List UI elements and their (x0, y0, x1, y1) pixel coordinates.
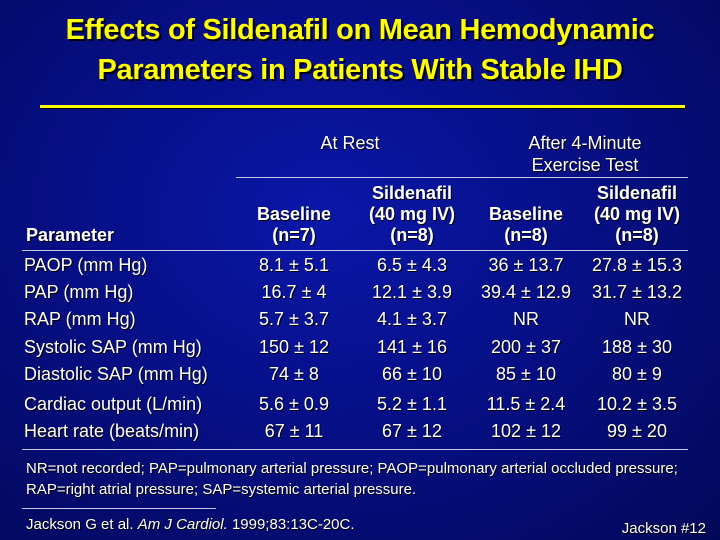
slide-title: Effects of Sildenafil on Mean Hemodynami… (0, 10, 720, 90)
row-value-rest-sildenafil: 4.1 ± 3.7 (377, 309, 447, 329)
group-header-line: Exercise Test (531, 155, 639, 175)
row-value-exercise-sildenafil: 10.2 ± 3.5 (597, 394, 677, 414)
citation-journal: Am J Cardiol. (137, 516, 228, 533)
citation-rule (22, 508, 216, 509)
column-header-line: (40 mg IV) (368, 204, 456, 224)
row-parameter: Heart rate (beats/min) (24, 421, 200, 441)
title-underline (40, 105, 685, 108)
group-header-line: After 4-Minute (528, 133, 642, 153)
row-value-rest-sildenafil: 66 ± 10 (382, 364, 442, 384)
abbreviations-footnote: NR=not recorded; PAP=pulmonary arterial … (26, 460, 678, 498)
row-value-rest-baseline: 8.1 ± 5.1 (259, 255, 329, 275)
row-parameter: PAOP (mm Hg) (24, 255, 148, 275)
column-header-exercise-sildenafil: Sildenafil (40 mg IV) (n=8) (577, 183, 697, 246)
column-header-line: (n=8) (615, 225, 659, 245)
column-header-line: (n=7) (272, 225, 316, 245)
group-header-line: At Rest (320, 133, 380, 153)
slide-id: Jackson #12 (621, 520, 706, 537)
row-value-rest-baseline: 5.6 ± 0.9 (259, 394, 329, 414)
row-parameter: PAP (mm Hg) (24, 282, 134, 302)
row-value-exercise-sildenafil: 80 ± 9 (612, 364, 662, 384)
row-value-rest-sildenafil: 12.1 ± 3.9 (372, 282, 452, 302)
row-value-exercise-sildenafil: 99 ± 20 (607, 421, 667, 441)
title-line-1: Effects of Sildenafil on Mean Hemodynami… (65, 14, 655, 46)
row-value-exercise-sildenafil: NR (624, 309, 650, 329)
title-line-2: Parameters in Patients With Stable IHD (97, 54, 623, 86)
row-value-rest-baseline: 67 ± 11 (264, 421, 324, 441)
row-parameter: RAP (mm Hg) (24, 309, 136, 329)
group-header-rule (236, 177, 688, 178)
row-value-rest-sildenafil: 67 ± 12 (382, 421, 442, 441)
citation-details: 1999;83:13C-20C. (231, 516, 355, 533)
row-value-exercise-baseline: 200 ± 37 (491, 337, 561, 357)
citation: Jackson G et al. Am J Cardiol. 1999;83:1… (26, 516, 355, 533)
header-rule (22, 250, 688, 251)
column-header-line: Baseline (256, 204, 332, 224)
column-header-exercise-baseline: Baseline (n=8) (470, 183, 582, 246)
parameter-column-header: Parameter (26, 225, 115, 245)
row-parameter: Systolic SAP (mm Hg) (24, 337, 202, 357)
row-value-exercise-baseline: NR (513, 309, 539, 329)
citation-authors: Jackson G et al. (26, 516, 134, 533)
row-value-rest-sildenafil: 5.2 ± 1.1 (377, 394, 447, 414)
column-header-line: (n=8) (504, 225, 548, 245)
row-value-rest-baseline: 74 ± 8 (269, 364, 319, 384)
row-parameter: Cardiac output (L/min) (24, 394, 203, 414)
row-value-rest-baseline: 16.7 ± 4 (261, 282, 327, 302)
column-header-line: Sildenafil (596, 183, 677, 203)
column-header-rest-baseline: Baseline (n=7) (238, 183, 350, 246)
row-value-exercise-baseline: 36 ± 13.7 (488, 255, 564, 275)
row-value-rest-baseline: 150 ± 12 (259, 337, 329, 357)
table-bottom-rule (22, 449, 688, 450)
row-value-rest-sildenafil: 141 ± 16 (377, 337, 447, 357)
row-value-exercise-baseline: 85 ± 10 (496, 364, 556, 384)
column-header-line (470, 183, 582, 204)
column-header-line: (n=8) (390, 225, 434, 245)
row-value-exercise-sildenafil: 188 ± 30 (602, 337, 672, 357)
row-value-exercise-baseline: 39.4 ± 12.9 (481, 282, 571, 302)
column-header-line (238, 183, 350, 204)
column-header-rest-sildenafil: Sildenafil (40 mg IV) (n=8) (352, 183, 472, 246)
row-value-rest-sildenafil: 6.5 ± 4.3 (377, 255, 447, 275)
column-header-line: Sildenafil (371, 183, 452, 203)
row-value-exercise-baseline: 11.5 ± 2.4 (486, 394, 566, 414)
row-value-exercise-sildenafil: 27.8 ± 15.3 (592, 255, 682, 275)
row-value-rest-baseline: 5.7 ± 3.7 (259, 309, 329, 329)
group-header-at-rest: At Rest (305, 132, 395, 154)
row-parameter: Diastolic SAP (mm Hg) (24, 364, 208, 384)
column-header-line: Baseline (488, 204, 564, 224)
group-header-exercise: After 4-Minute Exercise Test (490, 132, 680, 176)
column-header-line: (40 mg IV) (593, 204, 681, 224)
row-value-exercise-baseline: 102 ± 12 (491, 421, 561, 441)
row-value-exercise-sildenafil: 31.7 ± 13.2 (592, 282, 682, 302)
